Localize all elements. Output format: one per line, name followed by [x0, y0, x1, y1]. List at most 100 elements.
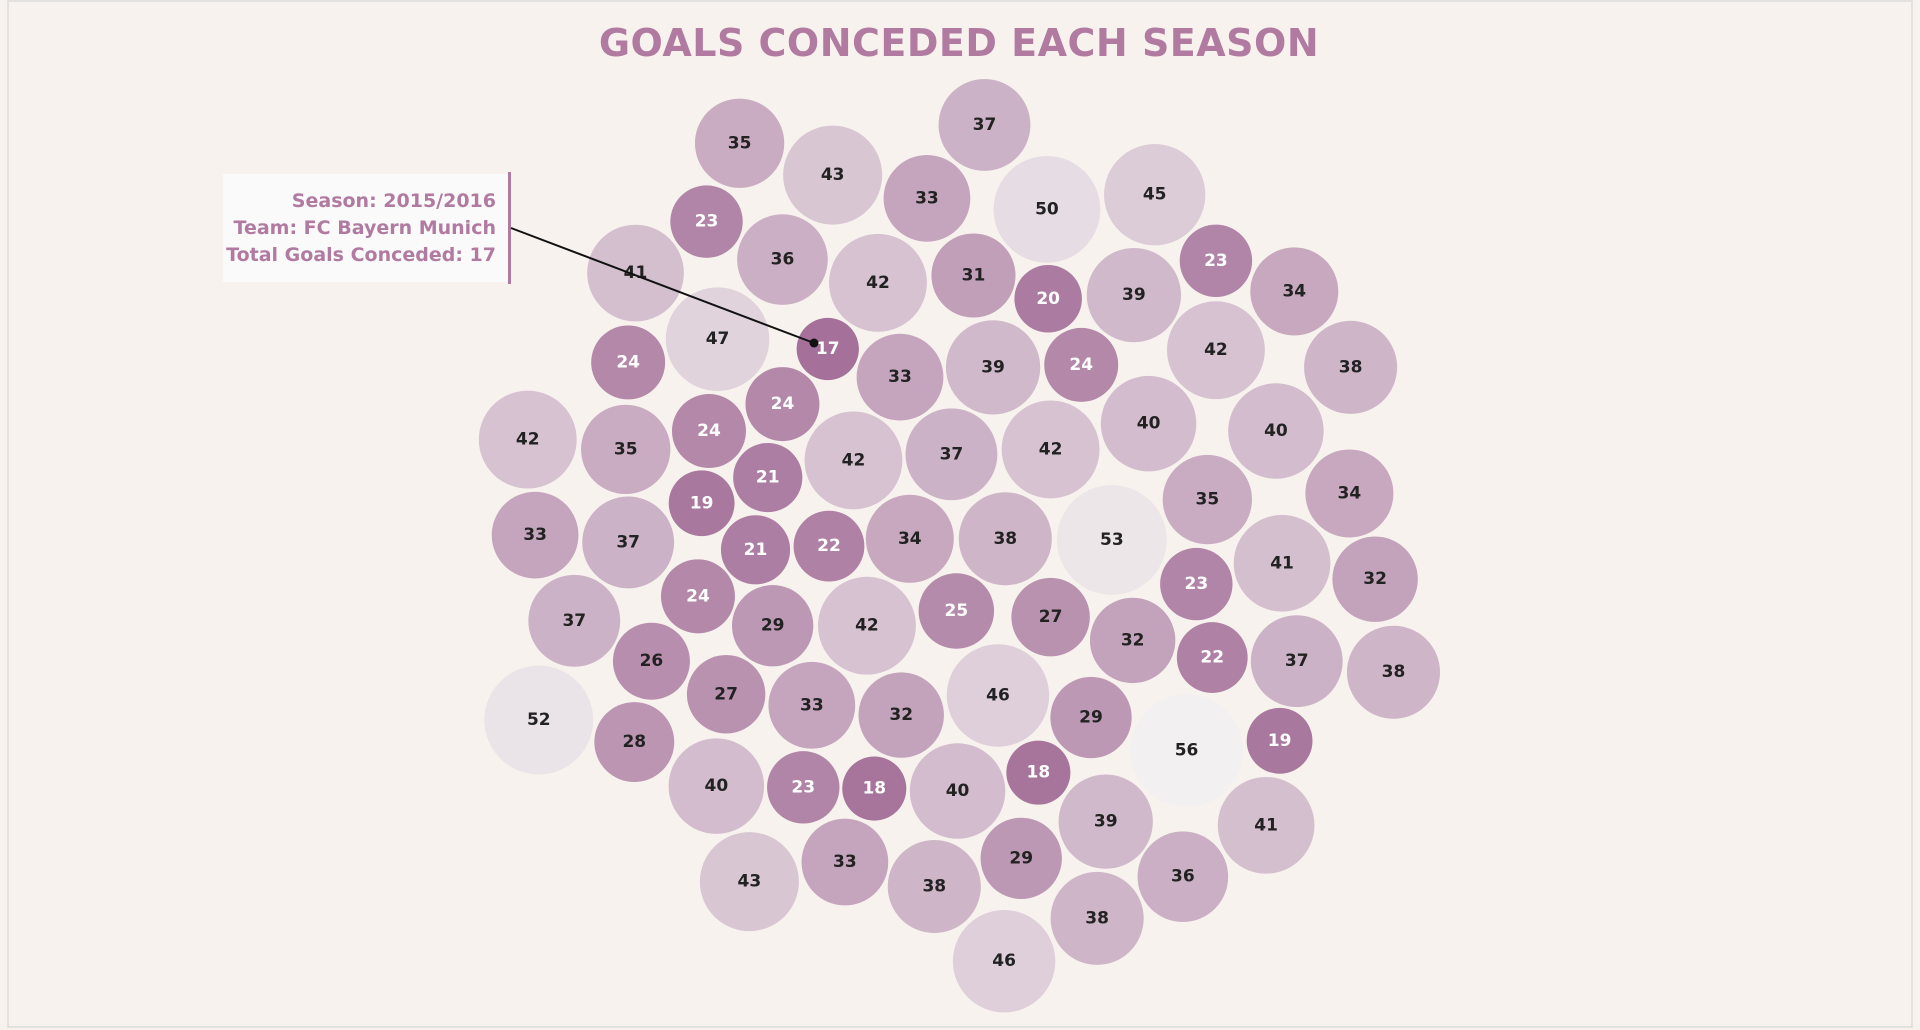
bubble: [804, 411, 903, 510]
bubble: [1137, 831, 1229, 923]
bubble: [1217, 776, 1315, 874]
bubble: [582, 496, 675, 589]
bubble-label: 38: [1339, 357, 1363, 377]
bubble: [1304, 320, 1398, 414]
bubble-label: 35: [728, 133, 752, 153]
bubble-label: 37: [562, 611, 586, 631]
tooltip-line: Team: FC Bayern Munich: [234, 217, 496, 239]
bubble-label: 34: [898, 529, 922, 549]
bubble: [1056, 485, 1167, 595]
bubble-label: 33: [915, 188, 939, 208]
bubble: [612, 622, 690, 700]
bubble: [1086, 247, 1182, 343]
bubble: [767, 751, 840, 824]
tooltip: Season: 2015/2016 Team: FC Bayern Munich…: [223, 172, 819, 348]
bubble-label: 50: [1035, 199, 1059, 219]
bubble: [905, 408, 998, 501]
bubble-label: 23: [695, 212, 719, 232]
bubble-label: 24: [1069, 355, 1093, 375]
bubble-label: 39: [981, 357, 1005, 377]
bubble-label: 43: [738, 872, 762, 892]
bubble: [952, 910, 1056, 1013]
bubble-label: 42: [1039, 439, 1063, 459]
bubble: [1305, 449, 1394, 538]
bubble: [668, 738, 765, 834]
bubble: [686, 655, 766, 734]
bubble: [1050, 871, 1144, 965]
bubble: [1001, 400, 1100, 499]
bubble-label: 38: [922, 877, 946, 897]
bubble-label: 27: [714, 684, 738, 704]
bubble-label: 45: [1143, 185, 1167, 205]
bubble: [660, 559, 735, 634]
bubble-label: 21: [744, 540, 768, 560]
bubble: [918, 573, 995, 649]
bubble: [829, 233, 927, 332]
tooltip-border: [508, 172, 511, 284]
bubble-label: 34: [1338, 483, 1362, 503]
bubble-label: 26: [640, 651, 664, 671]
bubble: [793, 510, 865, 582]
bubble: [1166, 301, 1265, 400]
bubble: [1162, 454, 1253, 545]
bubble: [1130, 694, 1244, 808]
bubble-label: 33: [523, 525, 547, 545]
bubble-label: 38: [1382, 662, 1406, 682]
bubble-label: 32: [1363, 569, 1387, 589]
bubble-label: 41: [1254, 815, 1278, 835]
bubble-label: 24: [771, 394, 795, 414]
bubble: [858, 672, 944, 758]
bubble: [745, 367, 820, 442]
tooltip-line: Season: 2015/2016: [292, 190, 496, 212]
bubble-label: 23: [791, 777, 815, 797]
bubble-label: 42: [855, 616, 879, 636]
bubble-label: 38: [993, 529, 1017, 549]
bubble: [587, 224, 684, 322]
tooltip-leader: [510, 227, 815, 344]
bubble: [931, 233, 1016, 318]
bubble: [1233, 514, 1331, 612]
bubble: [1176, 622, 1248, 693]
bubble: [484, 665, 594, 775]
bubble-label: 25: [944, 601, 968, 621]
bubble-label: 18: [862, 779, 886, 799]
bubble-label: 19: [1268, 731, 1292, 751]
tooltip-dot: [809, 338, 819, 348]
bubble: [1250, 615, 1343, 708]
bubble: [818, 576, 916, 675]
bubble: [980, 817, 1062, 900]
bubble-label: 17: [816, 339, 840, 359]
bubble: [801, 818, 889, 906]
bubble: [958, 492, 1052, 586]
bubble: [883, 154, 971, 242]
bubble: [670, 185, 743, 258]
bubble-label: 53: [1100, 530, 1124, 550]
bubble: [993, 156, 1101, 263]
bubble: [1160, 547, 1233, 621]
bubble-label: 41: [1270, 553, 1294, 573]
bubble: [1332, 536, 1418, 622]
bubble: [1044, 327, 1119, 402]
bubble-label: 37: [940, 444, 964, 464]
bubble-label: 37: [616, 532, 640, 552]
bubble-label: 39: [1122, 285, 1146, 305]
bubble: [945, 320, 1041, 415]
bubble-label: 21: [756, 468, 780, 488]
bubble: [865, 494, 954, 583]
bubble-label: 38: [1085, 908, 1109, 928]
bubble-label: 35: [1196, 490, 1220, 510]
bubble: [581, 404, 671, 495]
bubble: [946, 644, 1050, 747]
bubble: [737, 214, 828, 305]
bubble-label: 24: [686, 586, 710, 606]
bubble: [938, 78, 1031, 171]
bubble: [1250, 247, 1339, 336]
bubble: [478, 390, 577, 489]
bubble: [1006, 740, 1071, 805]
bubble-label: 24: [616, 352, 640, 372]
bubble-label: 22: [1200, 648, 1224, 668]
bubble-label: 32: [1121, 630, 1145, 650]
bubble: [1104, 144, 1206, 246]
bubble-label: 36: [771, 250, 795, 270]
bubble-label: 23: [1184, 574, 1208, 594]
